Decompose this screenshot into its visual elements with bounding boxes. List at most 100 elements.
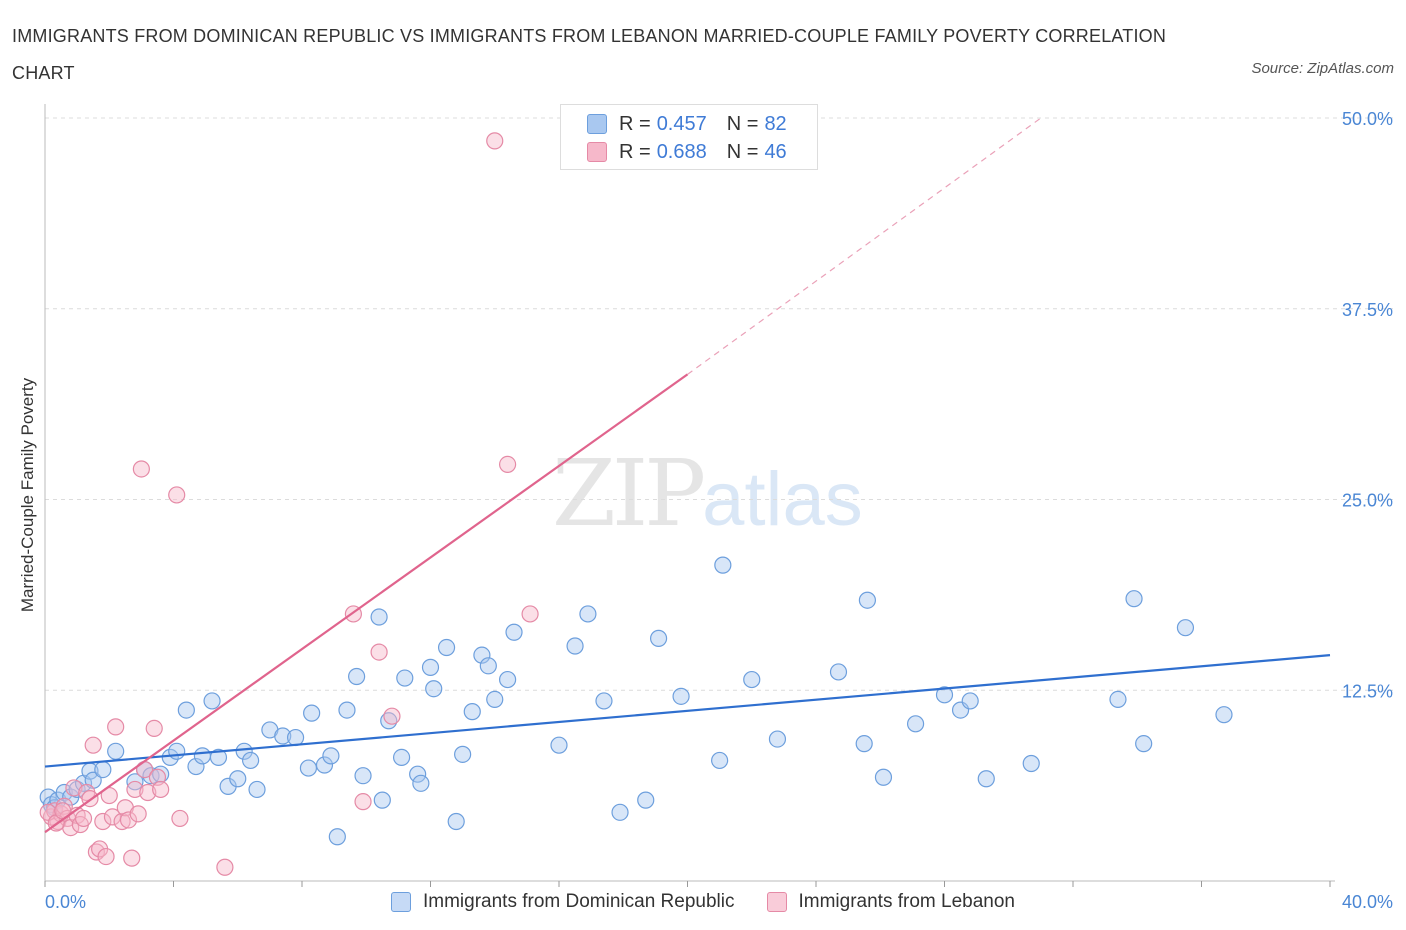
point-lebanon <box>87 843 106 861</box>
legend-label-dominican: Immigrants from Dominican Republic <box>423 891 735 912</box>
point-dominican <box>235 742 253 760</box>
point-dominican <box>595 692 613 710</box>
point-dominican <box>392 748 411 766</box>
point-dominican <box>152 765 170 783</box>
point-lebanon <box>113 812 131 831</box>
legend-swatch-dominican <box>587 114 607 134</box>
point-dominican <box>274 727 292 745</box>
x-tick-label: 0.0% <box>45 892 86 912</box>
point-dominican <box>209 748 228 766</box>
point-dominican <box>566 637 584 655</box>
legend-n-label: N = <box>726 112 759 135</box>
legend-swatch-lebanon <box>587 142 607 162</box>
point-dominican <box>463 703 481 721</box>
point-lebanon <box>126 780 144 799</box>
point-lebanon <box>74 809 93 828</box>
point-dominican <box>768 730 787 748</box>
point-dominican <box>1215 706 1233 724</box>
point-lebanon <box>132 460 150 478</box>
point-lebanon <box>103 808 122 826</box>
point-dominican <box>649 629 668 647</box>
stats-legend: R = 0.457 N = 82 R = 0.688 N = 46 <box>560 104 818 170</box>
point-dominican <box>447 812 465 831</box>
point-lebanon <box>354 793 372 811</box>
point-dominican <box>177 701 195 719</box>
point-dominican <box>322 747 340 765</box>
point-dominican <box>193 747 212 765</box>
point-lebanon <box>65 779 83 797</box>
point-dominican <box>248 780 266 799</box>
point-lebanon <box>97 847 115 866</box>
y-tick-label: 12.5% <box>1342 681 1393 701</box>
point-dominican <box>107 742 125 760</box>
point-dominican <box>437 638 456 657</box>
trend-extension-lebanon <box>687 117 1042 375</box>
point-dominican <box>425 680 443 698</box>
point-dominican <box>935 686 954 704</box>
point-dominican <box>637 791 655 809</box>
point-dominican <box>486 690 504 709</box>
point-dominican <box>94 761 112 779</box>
point-dominican <box>315 756 334 774</box>
point-dominican <box>858 591 877 609</box>
point-lebanon <box>216 858 234 876</box>
point-lebanon <box>84 736 102 754</box>
point-lebanon <box>499 455 517 474</box>
legend-r-label: R = <box>619 140 651 163</box>
point-lebanon <box>119 811 138 829</box>
point-lebanon <box>123 849 141 867</box>
legend-item-lebanon[interactable]: Immigrants from Lebanon <box>766 889 1016 915</box>
legend-swatch-lebanon <box>766 892 787 912</box>
point-dominican <box>550 736 568 754</box>
point-dominican <box>1135 735 1153 753</box>
y-tick-label: 25.0% <box>1342 491 1393 511</box>
y-tick-label: 37.5% <box>1342 300 1393 320</box>
legend-n-label: N = <box>726 140 759 163</box>
point-dominican <box>421 658 440 676</box>
point-dominican <box>242 751 260 770</box>
point-dominican <box>714 556 732 574</box>
point-dominican <box>454 745 472 763</box>
point-dominican <box>299 759 318 777</box>
point-dominican <box>1176 619 1195 637</box>
point-dominican <box>874 768 893 786</box>
point-dominican <box>1022 754 1040 773</box>
point-dominican <box>711 751 729 770</box>
point-dominican <box>672 687 690 705</box>
y-axis-label: Married-Couple Family Poverty <box>18 377 37 613</box>
point-lebanon <box>139 783 157 802</box>
point-dominican <box>354 767 372 785</box>
point-dominican <box>829 663 848 681</box>
point-lebanon <box>486 132 504 150</box>
trend-line-lebanon <box>44 373 689 834</box>
point-dominican <box>479 657 497 675</box>
point-lebanon <box>370 643 388 661</box>
point-dominican <box>473 646 491 664</box>
series-legend: Immigrants from Dominican Republic Immig… <box>0 889 1406 915</box>
point-dominican <box>286 728 305 747</box>
point-dominican <box>906 715 925 733</box>
legend-r-value-dominican: 0.457 <box>656 112 707 135</box>
point-lebanon <box>383 707 401 725</box>
point-dominican <box>412 774 430 792</box>
point-dominican <box>396 669 414 687</box>
legend-item-dominican[interactable]: Immigrants from Dominican Republic <box>391 889 735 915</box>
point-dominican <box>328 828 346 846</box>
legend-label-lebanon: Immigrants from Lebanon <box>798 891 1016 912</box>
point-dominican <box>611 803 629 821</box>
point-lebanon <box>152 780 170 799</box>
legend-r-label: R = <box>619 112 651 135</box>
point-dominican <box>505 623 523 641</box>
point-dominican <box>229 770 247 788</box>
point-lebanon <box>171 809 189 828</box>
point-lebanon <box>129 805 147 823</box>
point-lebanon <box>168 486 186 504</box>
point-dominican <box>579 605 597 623</box>
point-lebanon <box>107 718 125 736</box>
point-dominican <box>977 770 995 788</box>
point-dominican <box>373 791 391 809</box>
point-dominican <box>855 735 873 753</box>
point-dominican <box>380 712 398 730</box>
point-lebanon <box>94 812 112 831</box>
